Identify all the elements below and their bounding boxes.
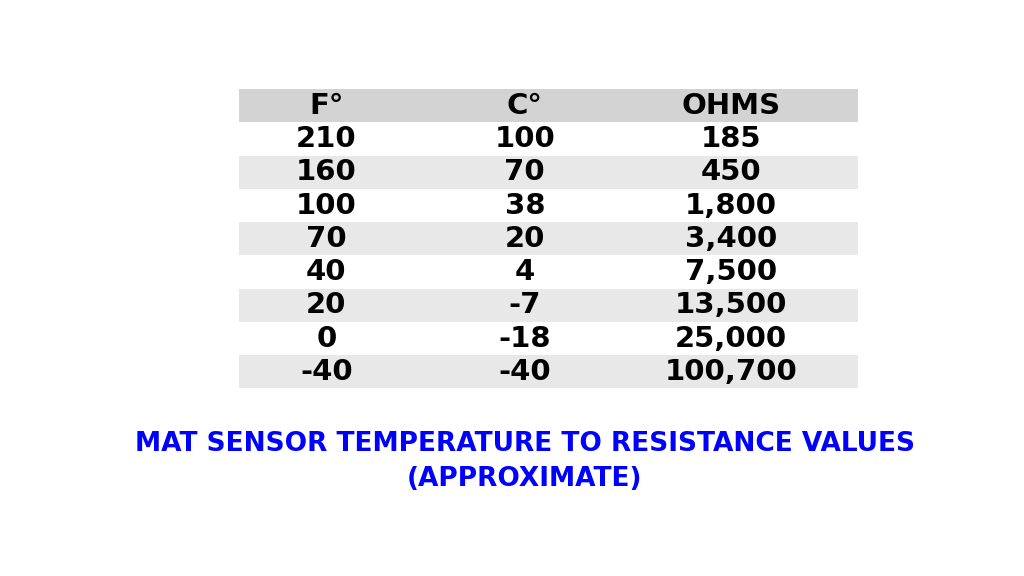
Text: 100: 100 xyxy=(296,191,356,219)
Text: 4: 4 xyxy=(515,258,535,286)
Bar xyxy=(240,122,858,156)
Bar xyxy=(240,255,858,289)
Text: 185: 185 xyxy=(700,125,762,153)
Text: 210: 210 xyxy=(296,125,356,153)
Text: 160: 160 xyxy=(296,158,356,186)
Text: MAT SENSOR TEMPERATURE TO RESISTANCE VALUES: MAT SENSOR TEMPERATURE TO RESISTANCE VAL… xyxy=(135,431,914,457)
Text: 450: 450 xyxy=(700,158,762,186)
Text: (APPROXIMATE): (APPROXIMATE) xyxy=(408,467,642,492)
Text: 38: 38 xyxy=(505,191,545,219)
Text: -40: -40 xyxy=(499,358,551,386)
Bar xyxy=(240,222,858,255)
Bar xyxy=(240,156,858,189)
Bar xyxy=(240,355,858,388)
Text: 70: 70 xyxy=(505,158,545,186)
Text: OHMS: OHMS xyxy=(682,92,780,120)
Text: 3,400: 3,400 xyxy=(685,225,777,253)
Text: 100,700: 100,700 xyxy=(665,358,798,386)
Text: F°: F° xyxy=(309,92,344,120)
Text: 25,000: 25,000 xyxy=(675,324,787,353)
Text: C°: C° xyxy=(507,92,543,120)
Text: 1,800: 1,800 xyxy=(685,191,777,219)
Text: -40: -40 xyxy=(300,358,352,386)
Text: 7,500: 7,500 xyxy=(685,258,777,286)
Text: 40: 40 xyxy=(306,258,347,286)
Bar xyxy=(240,289,858,322)
Bar xyxy=(240,322,858,355)
Text: 13,500: 13,500 xyxy=(675,291,787,319)
Bar xyxy=(240,189,858,222)
Text: -7: -7 xyxy=(509,291,541,319)
Text: 70: 70 xyxy=(306,225,347,253)
Text: -18: -18 xyxy=(499,324,551,353)
Text: 0: 0 xyxy=(316,324,337,353)
Text: 100: 100 xyxy=(495,125,555,153)
Bar xyxy=(240,89,858,122)
Text: 20: 20 xyxy=(306,291,346,319)
Text: 20: 20 xyxy=(505,225,545,253)
